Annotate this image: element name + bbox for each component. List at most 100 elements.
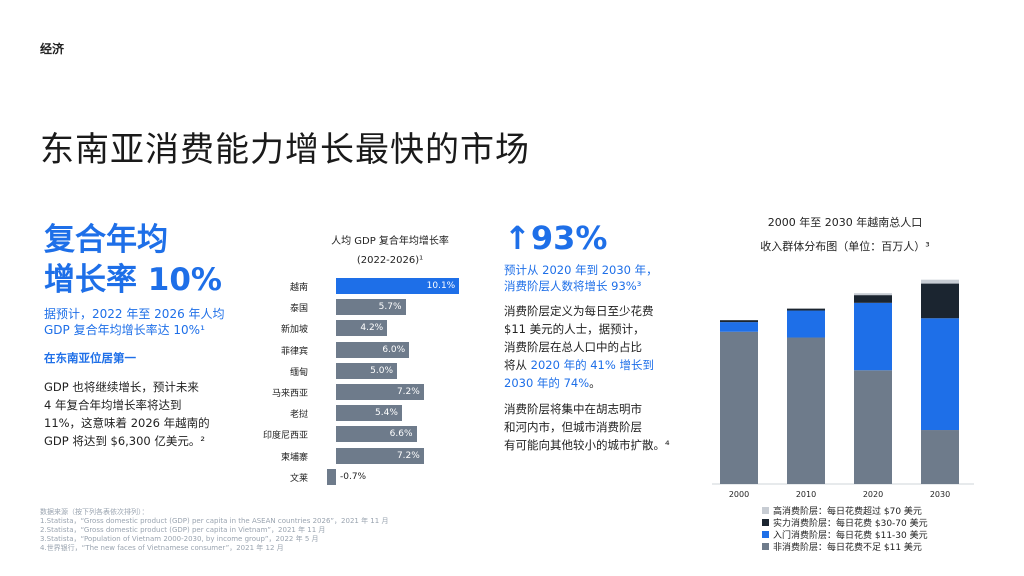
gdp-category-label: 老挝 [289, 410, 308, 421]
gdp-row: 越南 10.1% [250, 278, 490, 294]
gdp-bar: 5.4% [336, 405, 402, 422]
gdp-value-label: 6.0% [382, 344, 406, 355]
pop-chart-header: 2000 年至 2030 年越南总人口 收入群体分布图（单位：百万人）³ [720, 214, 970, 254]
legend-swatch [762, 530, 769, 538]
legend-item: 实力消费阶层：每日花费 $30-70 美元 [762, 516, 972, 529]
gdp-category-label: 印度尼西亚 [262, 431, 308, 442]
pop-bar-segment [854, 370, 892, 484]
legend-label: 高消费阶层：每日花费超过 $70 美元 [773, 506, 922, 517]
gdp-value-label: 6.6% [389, 429, 413, 440]
gdp-row: 印度尼西亚 6.6% [250, 426, 490, 443]
gdp-row: 新加坡 4.2% [250, 320, 490, 337]
pop-x-tick-label: 2020 [863, 490, 883, 499]
footnote-line: 2.Statista，“Gross domestic product (GDP)… [40, 526, 326, 534]
para1-line-3: 消费阶层在总人口中的占比 [504, 340, 642, 354]
gdp-value-label: -0.7% [339, 471, 367, 482]
para2-line-3: 有可能向其他较小的城市扩散。⁴ [504, 438, 670, 452]
rank-heading: 在东南亚位居第一 [44, 351, 136, 365]
pop-bar-segment [787, 310, 825, 338]
section-label: 经济 [40, 42, 65, 56]
pop-bar-segment [720, 322, 758, 332]
para1-line-2: $11 美元的人士，据预计， [504, 322, 645, 336]
gdp-category-label: 柬埔寨 [280, 452, 308, 463]
pop-bar-segment [854, 295, 892, 303]
gdp-bar: 5.7% [336, 299, 406, 316]
pop-bar-segment [854, 293, 892, 296]
body-line-2: 4 年复合年均增长率将达到 [44, 398, 182, 412]
legend-label: 入门消费阶层：每日花费 $11-30 美元 [773, 530, 928, 541]
stat-sub-1: 预计从 2020 年到 2030 年， [504, 263, 658, 277]
gdp-bar: -0.7% [327, 468, 366, 485]
gdp-category-label: 缅甸 [289, 367, 308, 378]
para1-line-4b: 2020 年的 41% 增长到 [530, 358, 654, 372]
footnote-line: 1.Statista，“Gross domestic product (GDP)… [40, 517, 389, 525]
footnotes: 数据来源（按下列各表依次排列）： 1.Statista，“Gross domes… [40, 508, 460, 553]
gdp-value-label: 7.2% [396, 450, 420, 461]
footnote-line: 4.世界银行，“The new faces of Vietnamese cons… [40, 544, 284, 552]
gdp-category-label: 马来西亚 [271, 389, 308, 399]
pop-bar-segment [720, 320, 758, 323]
pop-bar-segment [787, 337, 825, 484]
gdp-bar: 5.0% [336, 362, 397, 379]
pop-chart-title: 2000 年至 2030 年越南总人口 [767, 216, 923, 229]
pop-bar-segment [921, 430, 959, 484]
gdp-bar: 6.0% [336, 341, 410, 358]
legend-item: 非消费阶层：每日花费不足 $11 美元 [762, 540, 972, 553]
legend-label: 非消费阶层：每日花费不足 $11 美元 [773, 542, 922, 553]
gdp-category-label: 菲律宾 [280, 346, 308, 357]
footnote-line: 3.Statista，“Population of Vietnam 2000-2… [40, 535, 319, 543]
pop-x-tick-label: 2030 [930, 490, 950, 499]
pop-legend: 高消费阶层：每日花费超过 $70 美元 实力消费阶层：每日花费 $30-70 美元… [762, 504, 972, 553]
legend-swatch [762, 506, 769, 514]
gdp-value-label: 5.4% [375, 408, 398, 419]
gdp-chart-subtitle: (2022-2026)¹ [356, 255, 424, 266]
gdp-row: 老挝 5.4% [250, 405, 490, 422]
page-title: 东南亚消费能力增长最快的市场 [40, 130, 530, 170]
gdp-chart: 人均 GDP 复合年均增长率 (2022-2026)¹ [290, 232, 490, 266]
body-line-3: 11%，这意味着 2026 年越南的 [44, 416, 210, 430]
pop-bar-segment [921, 318, 959, 431]
gdp-category-label: 越南 [289, 283, 308, 293]
subheadline-line-2: GDP 复合年均增长率达 10%¹ [44, 323, 205, 337]
pop-chart: 2000 2010 2020 2030 [712, 279, 974, 499]
pop-bar-segment [854, 302, 892, 371]
gdp-value-label: 7.2% [396, 387, 420, 397]
legend-swatch [762, 518, 769, 526]
gdp-row: 菲律宾 6.0% [250, 341, 490, 358]
gdp-category-label: 文莱 [289, 473, 308, 484]
legend-swatch [762, 542, 769, 550]
stat-value: 93% [530, 219, 608, 257]
para2-line-2: 和河内市，但城市消费阶层 [504, 420, 642, 434]
pop-bar-segment [787, 308, 825, 311]
gdp-category-label: 新加坡 [280, 325, 308, 336]
gdp-row: 柬埔寨 7.2% [250, 447, 490, 464]
pop-x-tick-label: 2010 [796, 490, 816, 499]
gdp-value-label: 5.7% [378, 302, 402, 313]
gdp-category-label: 泰国 [289, 304, 308, 315]
gdp-bar: 4.2% [336, 320, 388, 337]
body-line-1: GDP 也将继续增长，预计未来 [44, 380, 199, 394]
gdp-bar: 6.6% [336, 426, 417, 443]
gdp-row: 缅甸 5.0% [250, 362, 490, 379]
up-arrow-icon: ↑ [504, 219, 531, 257]
pop-bar-segment [720, 331, 758, 484]
gdp-row: 泰国 5.7% [250, 299, 490, 316]
pop-bar-segment [921, 279, 959, 284]
gdp-bar: 7.2% [336, 447, 424, 464]
left-column: 复合年均 增长率 10% 据预计，2022 年至 2026 年人均 GDP 复合… [44, 220, 264, 450]
legend-label: 实力消费阶层：每日花费 $30-70 美元 [773, 518, 928, 529]
middle-column: ↑93% 预计从 2020 年到 2030 年， 消费阶层人数将增长 93%³ … [504, 218, 704, 454]
pop-bar-segment [921, 283, 959, 319]
para1-line-5a: 2030 年的 74% [504, 376, 590, 390]
pop-chart-subtitle: 收入群体分布图（单位：百万人）³ [760, 240, 930, 253]
headline-line-2: 增长率 10% [44, 262, 222, 298]
subheadline-line-1: 据预计，2022 年至 2026 年人均 [44, 307, 225, 321]
footnote-line: 数据来源（按下列各表依次排列）： [40, 508, 149, 516]
gdp-bar: 10.1% [336, 278, 460, 294]
gdp-row: 文莱 -0.7% [250, 468, 490, 485]
para1-line-4a: 将从 [504, 358, 531, 372]
legend-item: 入门消费阶层：每日花费 $11-30 美元 [762, 528, 972, 541]
stat-sub-2: 消费阶层人数将增长 93%³ [504, 279, 642, 293]
gdp-row: 马来西亚 7.2% [250, 384, 490, 400]
gdp-value-label: 4.2% [360, 323, 384, 334]
